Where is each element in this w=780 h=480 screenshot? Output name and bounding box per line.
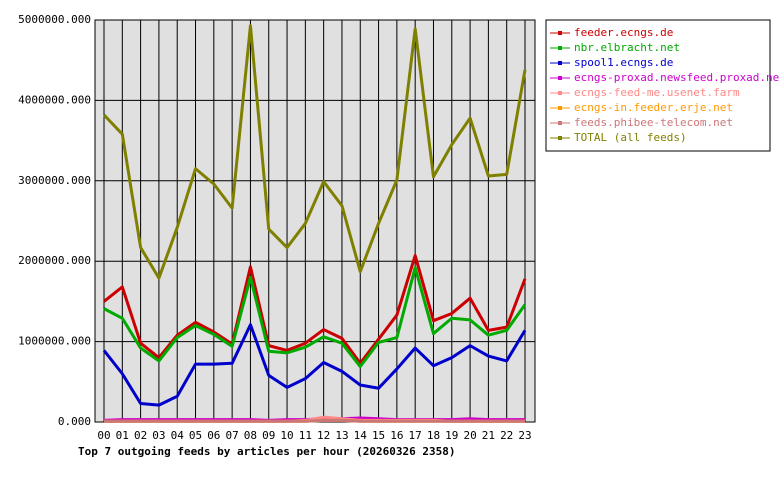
x-tick-label: 10: [280, 429, 293, 442]
x-tick-label: 07: [226, 429, 239, 442]
x-tick-label: 19: [445, 429, 458, 442]
legend-label: feeds.phibee-telecom.net: [574, 116, 733, 129]
x-tick-label: 17: [409, 429, 422, 442]
legend-label: TOTAL (all feeds): [574, 131, 687, 144]
legend-label: ecngs-in.feeder.erje.net: [574, 101, 733, 114]
x-tick-label: 02: [134, 429, 147, 442]
legend-label: nbr.elbracht.net: [574, 41, 680, 54]
y-tick-label: 5000000.000: [18, 13, 91, 26]
series-line: [102, 323, 527, 407]
y-tick-label: 4000000.000: [18, 93, 91, 106]
x-tick-label: 04: [171, 429, 185, 442]
legend-marker: [558, 136, 562, 140]
x-tick-label: 03: [152, 429, 165, 442]
legend-marker: [558, 106, 562, 110]
x-tick-label: 23: [518, 429, 531, 442]
x-tick-label: 13: [335, 429, 348, 442]
x-tick-label: 18: [427, 429, 440, 442]
legend-marker: [558, 76, 562, 80]
x-tick-label: 05: [189, 429, 202, 442]
y-tick-label: 3000000.000: [18, 174, 91, 187]
legend-marker: [558, 61, 562, 65]
legend-marker: [558, 121, 562, 125]
y-tick-label: 1000000.000: [18, 335, 91, 348]
series-line: [103, 266, 527, 369]
legend-box: [545, 19, 771, 152]
x-tick-label: 12: [317, 429, 330, 442]
legend-label: feeder.ecngs.de: [574, 26, 673, 39]
chart-title: Top 7 outgoing feeds by articles per hou…: [78, 445, 456, 458]
x-tick-label: 08: [244, 429, 257, 442]
series-line: [104, 418, 525, 423]
x-tick-label: 06: [207, 429, 220, 442]
series-line: [103, 254, 527, 365]
legend-marker: [558, 31, 562, 35]
x-tick-label: 20: [463, 429, 476, 442]
legend-marker: [558, 91, 562, 95]
x-tick-label: 00: [97, 429, 110, 442]
series-line: [102, 24, 527, 280]
x-tick-label: 15: [372, 429, 385, 442]
x-tick-label: 22: [500, 429, 513, 442]
y-tick-label: 0.000: [58, 415, 91, 428]
legend-label: ecngs-feed-me.usenet.farm: [574, 86, 740, 99]
y-tick-label: 2000000.000: [18, 254, 91, 267]
legend-marker: [558, 46, 562, 50]
x-tick-label: 09: [262, 429, 275, 442]
x-tick-label: 21: [482, 429, 495, 442]
plot-area: [94, 19, 536, 423]
x-tick-label: 16: [390, 429, 403, 442]
legend-label: spool1.ecngs.de: [574, 56, 673, 69]
legend-label: ecngs-proxad.newsfeed.proxad.net: [574, 71, 780, 84]
x-tick-label: 14: [354, 429, 368, 442]
x-tick-label: 01: [116, 429, 129, 442]
x-tick-label: 11: [299, 429, 312, 442]
